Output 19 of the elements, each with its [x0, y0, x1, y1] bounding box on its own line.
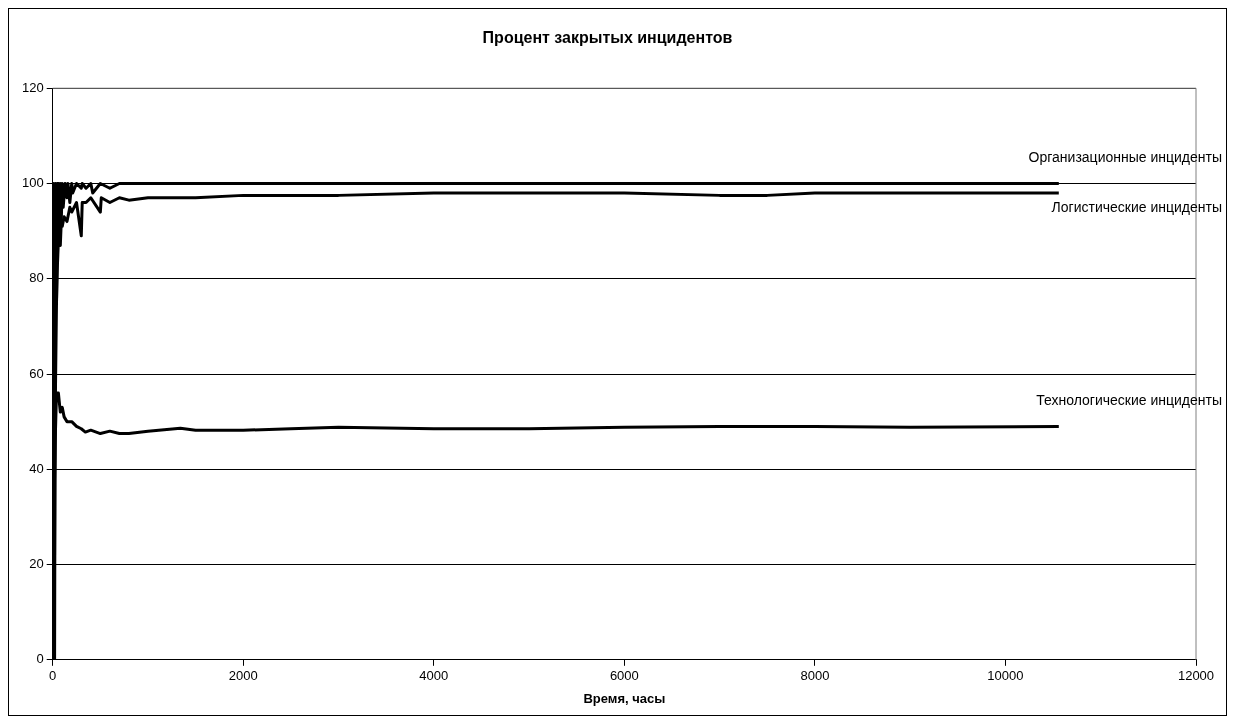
y-tick-label: 60: [29, 365, 44, 381]
x-tick-label: 10000: [987, 668, 1024, 684]
chart-title: Процент закрытых инцидентов: [482, 29, 733, 47]
x-tick-label: 2000: [228, 668, 258, 684]
x-tick-label: 12000: [1177, 668, 1215, 684]
x-tick-label: 6000: [609, 668, 639, 684]
y-tick-label: 0: [36, 651, 44, 667]
series-label: Технологические инциденты: [1036, 392, 1222, 409]
series-label: Логистические инциденты: [1051, 198, 1222, 215]
x-tick-label: 8000: [800, 668, 830, 684]
y-tick-label: 120: [21, 79, 44, 95]
x-tick-label: 4000: [419, 668, 449, 684]
series-label: Организационные инциденты: [1028, 149, 1222, 166]
y-tick-label: 40: [29, 460, 44, 476]
x-tick-label: 0: [49, 668, 57, 684]
y-tick-label: 20: [29, 556, 44, 572]
y-tick-label: 80: [29, 270, 44, 286]
y-tick-label: 100: [21, 175, 44, 191]
x-axis-title: Время, часы: [583, 690, 666, 706]
